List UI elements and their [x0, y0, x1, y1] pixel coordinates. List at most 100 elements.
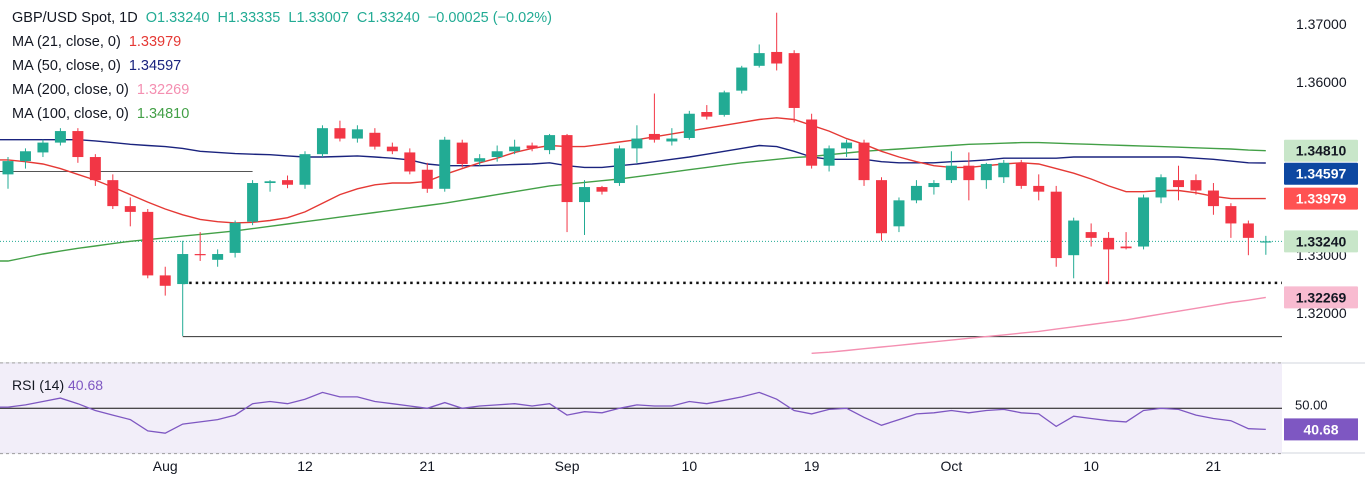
candle-body — [316, 128, 328, 155]
candle-body — [72, 131, 84, 158]
candle-body — [526, 145, 538, 149]
candle-body — [806, 119, 818, 166]
ma50-line — [0, 138, 1266, 169]
candle-body — [1033, 185, 1045, 192]
ma100-value: 1.34810 — [136, 106, 190, 122]
candle-body — [194, 254, 206, 256]
x-tick-label: 10 — [682, 458, 698, 474]
high-value: H1.33335 — [217, 10, 281, 26]
symbol-label: GBP/USD Spot, 1D — [12, 10, 138, 26]
candle-body — [1103, 237, 1115, 250]
candle-body — [666, 138, 678, 142]
price-badges: 1.34810 1.34597 1.33979 1.33240 1.32269 40.68 — [1284, 139, 1358, 441]
indicator-ma200: MA (200, close, 0) 1.32269 — [12, 82, 193, 98]
candle-body — [876, 180, 887, 234]
candle-body — [683, 113, 695, 138]
candle-body — [579, 187, 591, 203]
price-badge — [1284, 187, 1358, 210]
candle-body — [491, 151, 503, 158]
rsi-legend: RSI (14) 40.68 — [12, 377, 103, 393]
rsi-value: 40.68 — [68, 377, 104, 393]
price-badge-label: 1.34597 — [1296, 166, 1347, 182]
x-tick-label: 21 — [1206, 458, 1222, 474]
rsi-badge-label: 40.68 — [1303, 421, 1338, 437]
candle-body — [421, 169, 433, 189]
candle-body — [456, 142, 468, 164]
candle-body — [631, 138, 643, 149]
candle-body — [701, 112, 713, 117]
x-tick-label: 12 — [297, 458, 313, 474]
candle-body — [718, 92, 730, 115]
candle-body — [299, 154, 311, 185]
candle-body — [1155, 177, 1167, 198]
candle-body — [369, 132, 381, 147]
ma21-label: MA (21, close, 0) — [12, 34, 121, 50]
candle-body — [945, 165, 957, 181]
price-badge-label: 1.34810 — [1296, 143, 1347, 159]
price-badge — [1284, 162, 1358, 185]
candle-body — [89, 157, 101, 181]
candle-body — [54, 131, 66, 143]
candle-body — [229, 222, 241, 253]
candle-body — [998, 162, 1010, 178]
candle-body — [788, 53, 800, 108]
ma100-line — [0, 141, 1266, 262]
candle-body — [37, 142, 49, 153]
ma200-label: MA (200, close, 0) — [12, 82, 129, 98]
candle-body — [980, 163, 992, 181]
candle-body — [474, 158, 486, 162]
candle-body — [1068, 220, 1080, 256]
y-tick-label: 1.32000 — [1296, 305, 1347, 321]
candle-body — [1207, 190, 1219, 207]
x-tick-label: Sep — [555, 458, 580, 474]
candle-body — [351, 129, 363, 139]
chart-header: GBP/USD Spot, 1D O1.33240 H1.33335 L1.33… — [12, 10, 556, 26]
candle-body — [648, 133, 660, 140]
candle-body — [963, 165, 975, 181]
y-tick-label: 1.36000 — [1296, 74, 1347, 90]
candle-body — [544, 135, 556, 151]
candle-body — [613, 148, 625, 184]
rsi-level-label: 50.00 — [1295, 397, 1328, 412]
close-value: C1.33240 — [356, 10, 420, 26]
candle-body — [893, 200, 905, 227]
candle-body — [107, 180, 119, 207]
candle-body — [841, 142, 853, 149]
candle-body — [247, 183, 259, 222]
candle-body — [771, 51, 783, 64]
x-tick-label: Aug — [153, 458, 178, 474]
candle-body — [753, 53, 765, 66]
price-badge — [1284, 286, 1358, 309]
rsi-label: RSI (14) — [12, 377, 65, 393]
ma21-value: 1.33979 — [128, 34, 182, 50]
overlay-lines — [0, 117, 1282, 354]
ma50-label: MA (50, close, 0) — [12, 58, 121, 74]
candle-body — [1242, 223, 1254, 238]
candle-body — [858, 142, 870, 181]
candle-body — [509, 146, 521, 152]
candle-body — [561, 135, 573, 203]
ma200-line — [811, 296, 1266, 354]
candle-body — [334, 128, 346, 139]
ma100-label: MA (100, close, 0) — [12, 106, 129, 122]
candle-body — [19, 151, 31, 162]
x-tick-label: 19 — [804, 458, 820, 474]
candles-layer — [2, 12, 1272, 337]
candle-body — [1225, 206, 1237, 224]
x-tick-label: 10 — [1083, 458, 1099, 474]
candle-body — [439, 139, 451, 189]
price-badge — [1284, 230, 1358, 253]
candle-body — [1172, 180, 1184, 188]
candle-body — [736, 67, 748, 91]
rsi-pane — [0, 362, 1282, 455]
candle-body — [159, 275, 171, 286]
candle-body — [142, 211, 154, 276]
indicator-ma100: MA (100, close, 0) 1.34810 — [12, 106, 193, 122]
candle-body — [1190, 180, 1202, 191]
candle-body — [2, 161, 14, 175]
candle-body — [124, 206, 136, 212]
candle-body — [386, 146, 398, 152]
x-tick-label: 21 — [419, 458, 435, 474]
